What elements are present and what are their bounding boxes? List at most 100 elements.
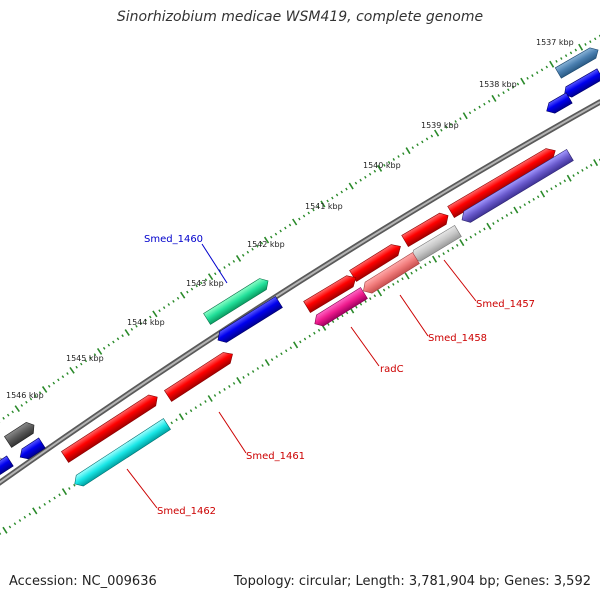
gene-arrow-smed-1457-upper[interactable] [447,145,559,219]
minor-tick [478,230,482,234]
leader-smed-1458 [399,294,429,337]
gene-arrow-red-4[interactable] [401,210,452,248]
minor-tick [335,193,339,197]
minor-tick [589,40,592,43]
gene-label-smed-1457[interactable]: Smed_1457 [476,299,535,310]
minor-tick [8,525,12,529]
gene-arrow-steel[interactable] [554,45,600,79]
major-tick [14,405,20,413]
minor-tick [535,71,539,75]
major-tick [207,273,214,281]
minor-tick [564,54,568,58]
leader-radc [350,326,380,367]
minor-tick [84,359,88,363]
gene-arrow-smed-1460[interactable] [203,275,272,325]
minor-tick [540,68,544,72]
major-tick [96,347,103,355]
gene-label-smed-1460[interactable]: Smed_1460 [144,234,203,245]
minor-tick [569,51,573,55]
kbp-label-1537: 1537 kbp [536,38,574,47]
minor-tick [194,406,198,409]
minor-tick [331,196,334,200]
major-tick [207,395,213,402]
gene-labels: Smed_1460 Smed_1457 Smed_1458 radC Smed_… [144,234,535,517]
major-tick [376,289,383,297]
minor-tick [468,111,472,115]
gene-arrow-blue-small[interactable] [544,92,573,116]
minor-tick [523,203,527,207]
minor-tick [227,263,231,266]
minor-tick [359,178,362,182]
minor-tick [354,181,358,185]
gene-arrow-blue-top[interactable] [561,68,600,100]
minor-tick [116,337,120,341]
gene-arrow-dark[interactable] [4,420,37,448]
gene-arrow-smed-1462[interactable] [71,418,171,490]
minor-tick [326,199,329,203]
minor-tick [80,362,83,366]
minor-tick [510,211,513,215]
kbp-label-1545: 1545 kbp [66,354,104,363]
gene-arrow-smed-1461[interactable] [61,392,160,463]
minor-tick [167,303,171,306]
minor-tick [585,166,589,170]
gene-label-smed-1461[interactable]: Smed_1461 [246,451,305,462]
minor-tick [368,172,372,176]
minor-tick [424,263,427,267]
gene-arrow-blue-edge[interactable] [0,455,14,477]
gene-label-smed-1462[interactable]: Smed_1462 [157,506,216,517]
minor-tick [25,400,28,404]
minor-tick [53,496,56,500]
gene-arrow-blue-1543[interactable] [214,296,283,345]
minor-tick [23,515,27,519]
major-tick [459,239,465,247]
minor-tick [288,223,292,227]
minor-tick [189,409,193,413]
minor-tick [359,302,363,306]
kbp-label-1544: 1544 kbp [127,318,165,327]
gene-arrow-smed-1458[interactable] [360,252,420,296]
minor-tick [440,128,443,132]
kbp-label-1542: 1542 kbp [247,240,285,249]
map-title: Sinorhizobium medicae WSM419, complete g… [116,9,484,25]
minor-tick [34,394,37,398]
minor-tick [89,356,92,360]
gene-arrow-radc[interactable] [311,287,368,329]
minor-tick [232,382,236,385]
minor-tick [545,65,549,69]
minor-tick [327,323,330,326]
minor-tick [416,143,419,147]
minor-tick [425,137,429,141]
minor-tick [275,355,278,358]
minor-tick [214,272,217,276]
minor-tick [228,385,231,388]
minor-tick [387,285,390,289]
major-tick [549,60,555,68]
major-tick [292,218,298,226]
minor-tick [68,487,71,490]
minor-tick [469,235,473,239]
gene-label-radc[interactable]: radC [380,364,404,375]
gene-arrow-red-1[interactable] [164,349,236,402]
gene-label-smed-1458[interactable]: Smed_1458 [428,333,487,344]
minor-tick [511,85,515,89]
minor-tick [459,117,462,120]
gene-arrow-red-2[interactable] [303,272,360,313]
minor-tick [383,163,386,167]
minor-tick [392,283,395,286]
minor-tick [149,315,152,319]
minor-tick [256,244,259,248]
minor-tick [6,413,10,417]
minor-tick [102,346,106,350]
major-tick [513,206,519,214]
topology-summary: Topology: circular; Length: 3,781,904 bp… [233,574,591,589]
minor-tick [532,197,535,201]
gene-arrow-smed-1457[interactable] [459,149,574,225]
gene-arrow-blue-left[interactable] [17,437,46,462]
minor-tick [428,260,432,264]
kbp-label-1543: 1543 kbp [186,279,224,288]
minor-tick [135,324,138,328]
minor-tick [451,246,454,250]
major-tick [593,159,599,167]
